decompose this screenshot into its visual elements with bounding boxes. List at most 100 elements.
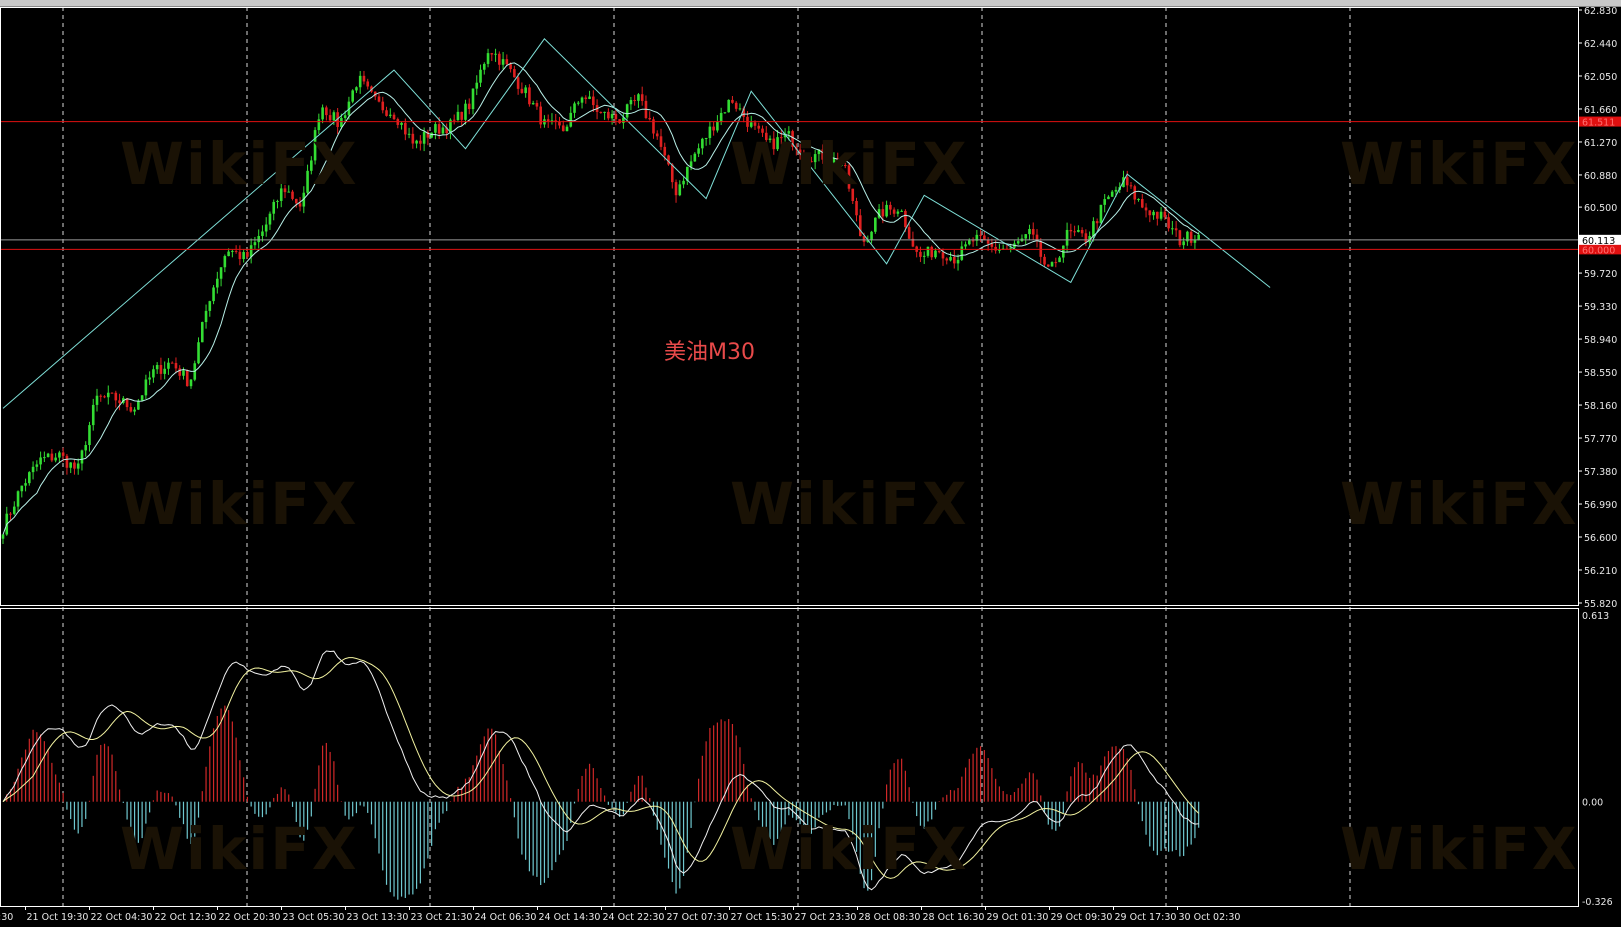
- candle-body: [941, 252, 945, 259]
- time-tick-label: 22 Oct 20:30: [219, 912, 281, 923]
- candle-body: [610, 114, 614, 119]
- candle-body: [1163, 211, 1167, 218]
- candle-body: [712, 126, 715, 131]
- candle-body: [279, 188, 283, 201]
- candle-body: [1133, 186, 1137, 200]
- price-line-label: 60.000: [1582, 245, 1615, 256]
- candle-body: [479, 69, 482, 83]
- candle-body: [1092, 221, 1095, 236]
- time-tick-label: 29 Oct 01:30: [987, 912, 1049, 923]
- candle-body: [242, 251, 245, 260]
- candle-body: [1054, 262, 1058, 264]
- candle-body: [968, 240, 971, 245]
- candle-body: [1, 534, 5, 539]
- candle-body: [460, 111, 464, 120]
- candle-body: [667, 155, 670, 165]
- candle-body: [347, 101, 351, 116]
- candle-body: [1069, 229, 1073, 232]
- candle-body: [482, 63, 486, 70]
- candle-body: [847, 165, 851, 189]
- candle-body: [708, 126, 712, 139]
- candle-body: [24, 483, 27, 486]
- candle-body: [674, 182, 678, 196]
- candle-body: [1080, 230, 1084, 234]
- time-tick-label: 29 Oct 17:30: [1115, 912, 1177, 923]
- candle-body: [659, 136, 663, 147]
- candle-body: [607, 111, 610, 119]
- price-tick-label: 59.330: [1584, 302, 1617, 313]
- candle-body: [148, 377, 151, 380]
- candle-body: [332, 112, 336, 121]
- candle-body: [20, 485, 24, 492]
- candle-body: [1129, 185, 1133, 187]
- candle-body: [749, 122, 753, 127]
- candle-body: [475, 82, 479, 89]
- time-tick-label: 28 Oct 16:30: [923, 912, 985, 923]
- candle-body: [498, 53, 501, 65]
- candle-body: [1050, 262, 1054, 267]
- candle-body: [866, 240, 870, 242]
- candle-body: [520, 88, 524, 94]
- candle-body: [261, 231, 264, 237]
- candle-body: [1046, 264, 1050, 267]
- candle-body: [524, 87, 527, 94]
- indicator-tick-label: 0.613: [1582, 611, 1609, 622]
- candle-body: [106, 392, 110, 398]
- price-tick-label: 62.440: [1584, 39, 1617, 50]
- candle-body: [629, 100, 633, 105]
- candle-body: [1137, 198, 1140, 200]
- candle-body: [9, 513, 12, 515]
- candle-body: [46, 453, 50, 458]
- candle-body: [310, 160, 313, 171]
- candle-body: [80, 450, 84, 464]
- candle-body: [114, 392, 118, 401]
- candle-body: [505, 59, 509, 65]
- candle-body: [231, 250, 234, 252]
- price-tick-label: 56.210: [1584, 566, 1617, 577]
- candle-body: [670, 164, 674, 183]
- candle-body: [501, 59, 505, 65]
- candle-body: [592, 96, 595, 106]
- time-tick-label: 24 Oct 14:30: [539, 912, 601, 923]
- candle-body: [885, 204, 888, 217]
- candle-body: [445, 127, 448, 134]
- candle-body: [1095, 221, 1099, 224]
- candle-body: [189, 379, 193, 387]
- candle-body: [1016, 241, 1020, 244]
- candle-body: [197, 342, 200, 364]
- candle-body: [986, 239, 990, 244]
- candle-body: [155, 365, 159, 370]
- candle-body: [573, 103, 576, 113]
- candle-body: [170, 362, 174, 364]
- candle-body: [137, 400, 140, 410]
- zigzag-line: [2, 38, 1271, 409]
- candle-body: [704, 138, 708, 140]
- price-tick-label: 56.600: [1584, 533, 1617, 544]
- candle-body: [95, 395, 99, 405]
- candle-body: [576, 102, 580, 104]
- candle-body: [268, 213, 272, 225]
- candle-body: [900, 210, 903, 212]
- candle-body: [1140, 198, 1144, 208]
- candle-body: [99, 395, 103, 397]
- candle-body: [1159, 211, 1163, 219]
- candle-body: [1156, 211, 1159, 219]
- candle-body: [648, 117, 652, 120]
- candle-body: [580, 97, 584, 103]
- candle-body: [528, 87, 531, 105]
- candle-body: [686, 166, 689, 181]
- watermark: WikiFX: [730, 815, 969, 883]
- indicator-tick-label: -0.326: [1582, 897, 1613, 908]
- candle-body: [381, 101, 385, 111]
- candle-body: [486, 53, 490, 64]
- candle-body: [216, 278, 219, 288]
- candle-body: [832, 157, 836, 163]
- candle-body: [144, 379, 148, 396]
- candle-body: [204, 310, 208, 323]
- price-tick-label: 60.880: [1584, 171, 1617, 182]
- candle-body: [1197, 234, 1200, 240]
- price-label-bg: [1579, 116, 1621, 127]
- candle-body: [546, 119, 550, 122]
- candle-body: [1043, 256, 1046, 265]
